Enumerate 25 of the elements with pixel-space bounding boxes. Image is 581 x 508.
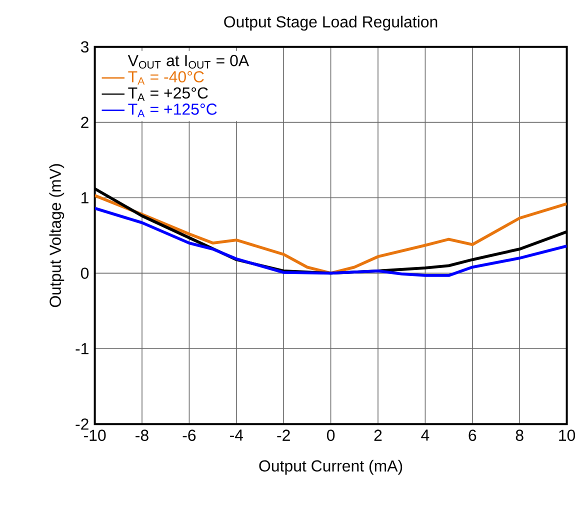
legend-label: T$_{A}$ = +125°C: [128, 104, 217, 118]
line-series: [94, 206, 567, 277]
y-tick-label: 1: [82, 192, 88, 204]
legend-label: T$_{A}$ = -40°C: [128, 71, 204, 85]
x-tick-label: -2: [277, 430, 290, 441]
x-tick-label: 8: [516, 430, 524, 442]
x-tick-label: -10: [84, 430, 106, 442]
chart-title: Output Stage Load Regulation: [224, 16, 438, 31]
y-tick-label: -2: [76, 418, 88, 430]
x-tick-label: 2: [374, 430, 382, 441]
y-tick-label: 2: [81, 116, 88, 128]
y-tick-label: -1: [76, 343, 88, 354]
x-axis-title: Output Current (mA): [259, 460, 402, 475]
y-tick-label: 0: [80, 268, 89, 279]
x-tick-label: -8: [136, 430, 148, 442]
y-axis-title: Output Voltage (mV): [49, 164, 64, 308]
legend-title: V$_{OUT}$ at I$_{OUT}$ = 0A: [128, 54, 250, 69]
y-tick-label: 3: [80, 41, 89, 53]
x-tick-label: 0: [326, 430, 335, 442]
x-tick-label: -6: [182, 430, 196, 442]
x-tick-label: 4: [421, 430, 430, 441]
x-tick-label: -4: [230, 430, 244, 441]
x-tick-label: 6: [468, 430, 476, 442]
x-tick-label: 10: [559, 430, 576, 442]
legend-label: T$_{A}$ = +25°C: [128, 87, 208, 101]
